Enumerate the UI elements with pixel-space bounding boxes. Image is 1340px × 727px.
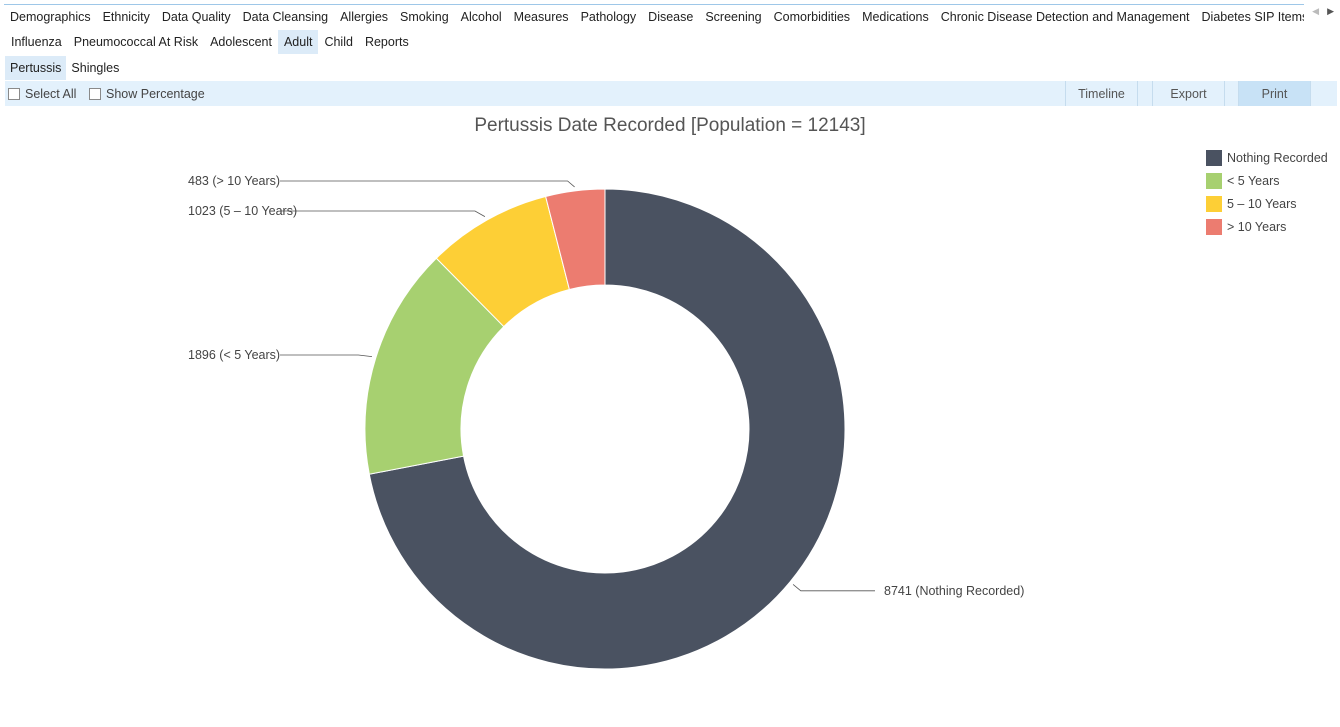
scroll-right-icon[interactable]: ▶ [1327, 6, 1334, 16]
export-button[interactable]: Export [1152, 81, 1225, 106]
slice-0[interactable] [368, 188, 846, 670]
tab-pathology[interactable]: Pathology [580, 10, 637, 24]
legend-item[interactable]: > 10 Years [1206, 215, 1328, 238]
tab-data-cleansing[interactable]: Data Cleansing [242, 10, 329, 24]
tab-adult[interactable]: Adult [277, 30, 319, 54]
scroll-left-icon[interactable]: ◀ [1312, 6, 1320, 16]
tab-comorbidities[interactable]: Comorbidities [773, 10, 851, 24]
tab-chronic-disease-detection-and-management[interactable]: Chronic Disease Detection and Management [940, 10, 1190, 24]
data-label: 1896 (< 5 Years) [188, 348, 280, 362]
chart-title: Pertussis Date Recorded [Population = 12… [474, 115, 865, 136]
report-tab-bar: Pertussis Shingles [5, 56, 1340, 80]
checkbox-icon[interactable] [89, 88, 101, 100]
data-label: 483 (> 10 Years) [188, 174, 280, 188]
select-all-label: Select All [25, 87, 77, 101]
tab-medications[interactable]: Medications [862, 10, 929, 24]
chart-data-labels: 8741 (Nothing Recorded) 1896 (< 5 Years) 1… [188, 174, 1024, 598]
select-all-checkbox[interactable]: Select All [8, 87, 76, 101]
chart-legend: Nothing Recorded < 5 Years 5 – 10 Years > 1… [1206, 146, 1328, 238]
timeline-button[interactable]: Timeline [1065, 81, 1138, 106]
tab-alcohol[interactable]: Alcohol [460, 10, 502, 24]
checkbox-icon[interactable] [8, 88, 20, 100]
tab-smoking[interactable]: Smoking [400, 10, 449, 24]
subgroup-tab-bar: Influenza Pneumococcal At Risk Adolescent A… [5, 30, 1340, 54]
data-label: 8741 (Nothing Recorded) [884, 584, 1024, 598]
tab-demographics[interactable]: Demographics [10, 10, 91, 24]
module-tab-bar: Demographics Ethnicity Data Quality Data Cl… [4, 4, 1304, 29]
data-label: 1023 (5 – 10 Years) [188, 204, 297, 218]
donut-chart: Pertussis Date Recorded [Population = 12… [188, 115, 1024, 670]
tab-allergies[interactable]: Allergies [340, 10, 389, 24]
tab-reports[interactable]: Reports [364, 35, 409, 49]
show-percentage-checkbox[interactable]: Show Percentage [89, 87, 205, 101]
tab-scroll-arrows: ◀ ▶ [1312, 6, 1334, 17]
tab-ethnicity[interactable]: Ethnicity [102, 10, 150, 24]
tab-child[interactable]: Child [324, 35, 353, 49]
leader-line [280, 354, 373, 358]
show-percentage-label: Show Percentage [106, 87, 205, 101]
tab-pertussis[interactable]: Pertussis [5, 56, 67, 80]
tab-adolescent[interactable]: Adolescent [210, 35, 272, 49]
chart-slices [364, 188, 846, 670]
legend-item[interactable]: Nothing Recorded [1206, 146, 1328, 169]
print-button[interactable]: Print [1238, 81, 1311, 106]
legend-swatch [1206, 195, 1222, 212]
legend-label: 5 – 10 Years [1227, 196, 1297, 211]
legend-swatch [1206, 149, 1222, 166]
tab-shingles[interactable]: Shingles [71, 61, 120, 75]
tab-screening[interactable]: Screening [705, 10, 762, 24]
leader-line [280, 210, 486, 217]
legend-label: Nothing Recorded [1227, 150, 1328, 165]
tab-disease[interactable]: Disease [648, 10, 694, 24]
legend-label: > 10 Years [1227, 219, 1287, 234]
tab-data-quality[interactable]: Data Quality [161, 10, 231, 24]
leader-line [792, 584, 875, 592]
leader-line [280, 180, 575, 188]
legend-item[interactable]: 5 – 10 Years [1206, 192, 1328, 215]
tab-influenza[interactable]: Influenza [11, 35, 62, 49]
legend-swatch [1206, 172, 1222, 189]
legend-item[interactable]: < 5 Years [1206, 169, 1328, 192]
tab-pneumococcal-at-risk[interactable]: Pneumococcal At Risk [73, 35, 199, 49]
legend-label: < 5 Years [1227, 173, 1280, 188]
tab-measures[interactable]: Measures [513, 10, 569, 24]
slice-3[interactable] [545, 188, 606, 291]
chart-toolbar: Select All Show Percentage Timeline Expo… [5, 81, 1337, 106]
tab-diabetes-sip-items[interactable]: Diabetes SIP Items [1201, 10, 1304, 24]
legend-swatch [1206, 218, 1222, 235]
